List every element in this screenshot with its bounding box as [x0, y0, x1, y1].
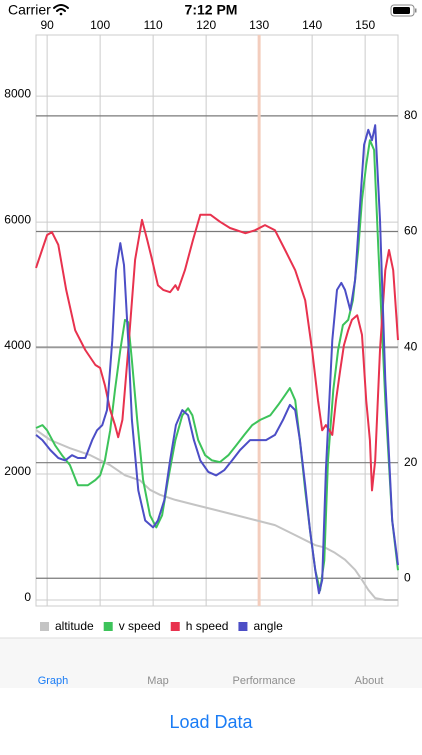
tab[interactable]: Performance [233, 675, 296, 687]
x-tick-label: 150 [355, 18, 375, 32]
wifi-icon [53, 4, 69, 16]
legend-swatch [170, 622, 180, 631]
legend-label: altitude [55, 619, 94, 633]
y-tick-label: 8000 [4, 86, 31, 100]
y-tick-label: 4000 [4, 338, 31, 352]
carrier: Carrier [8, 2, 51, 18]
tabs: Graph Map Performance About [38, 675, 384, 687]
legend-label: v speed [119, 619, 161, 633]
x-tick-label: 100 [90, 18, 110, 32]
y-tick-label: 2000 [4, 464, 31, 478]
clock: 7:12 PM [185, 2, 238, 18]
y2-tick-label: 60 [404, 224, 418, 238]
plot-frame [35, 34, 399, 607]
tab[interactable]: Graph [38, 675, 69, 687]
y2-tick-label: 0 [404, 570, 411, 584]
tab-bar [0, 638, 422, 688]
series-line [35, 139, 399, 592]
x-tick-label: 140 [302, 18, 322, 32]
y2-tick-label: 40 [404, 339, 418, 353]
tab[interactable]: Map [147, 675, 168, 687]
plot: 90 100 110 120 130 140 150 0 2000 4000 6000 8000 0 20… [4, 18, 418, 607]
x-tick-label: 120 [196, 18, 216, 32]
y-tick-label: 0 [24, 590, 31, 604]
y-tick-label: 6000 [4, 212, 31, 226]
y2-tick-label: 20 [404, 455, 418, 469]
legend-label: angle [253, 619, 283, 633]
x-tick-label: 130 [249, 18, 269, 32]
legend: altitude v speed h speed angle [40, 619, 283, 633]
x-tick-label: 110 [144, 18, 163, 32]
legend-swatch [103, 622, 113, 631]
y2-tick-label: 80 [404, 108, 418, 122]
load-data-button[interactable]: Load Data [169, 712, 253, 732]
series-line [35, 213, 399, 492]
legend-label: h speed [186, 619, 229, 633]
series-line [35, 124, 399, 595]
series-line [35, 429, 398, 601]
battery-icon [390, 4, 417, 17]
legend-swatch [238, 622, 248, 631]
x-tick-label: 90 [40, 18, 54, 32]
legend-swatch [40, 622, 49, 631]
tab[interactable]: About [355, 675, 384, 687]
